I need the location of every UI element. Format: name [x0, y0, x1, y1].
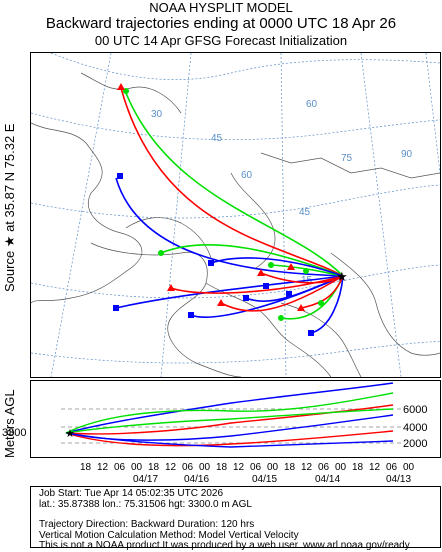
time-tick: 00 — [403, 462, 415, 473]
source-coordinates: lat.: 35.87388 lon.: 75.31506 hgt: 3300.… — [39, 498, 252, 510]
time-tick: 06 — [182, 462, 194, 473]
time-tick: 18 — [284, 462, 296, 473]
time-tick: 12 — [301, 462, 313, 473]
source-location-label: Source ★ at 35.87 N 75.32 E — [2, 123, 17, 292]
profile-svg: ★ 6000 4000 2000 — [61, 382, 427, 450]
run-info: Job Start: Tue Apr 14 05:02:35 UTC 2026 … — [30, 486, 441, 551]
start-height-label: 3300 — [2, 427, 27, 439]
job-start: Job Start: Tue Apr 14 05:02:35 UTC 2026 — [39, 488, 224, 499]
time-tick: 18 — [80, 462, 92, 473]
lat-label-30: 30 — [151, 109, 163, 120]
map-svg: 30 45 60 75 90 45 60 15 — [30, 52, 442, 378]
date-label: 04/15 — [252, 474, 278, 485]
lon-label-90: 90 — [401, 149, 413, 160]
plot-title: Backward trajectories ending at 0000 UTC… — [45, 15, 397, 32]
grid-labels: 30 45 60 75 90 45 60 15 — [151, 99, 413, 286]
date-label: 04/17 — [133, 474, 159, 485]
lat-label-45: 45 — [299, 207, 311, 218]
graticule — [30, 52, 442, 378]
time-tick: 00 — [199, 462, 211, 473]
time-tick: 00 — [131, 462, 143, 473]
disclaimer: This is not a NOAA product.It was produc… — [39, 540, 410, 551]
date-label: 04/14 — [315, 474, 341, 485]
profile-lines — [65, 382, 394, 448]
trajectory-map: 30 45 60 75 90 45 60 15 — [30, 52, 442, 378]
trajectory-direction: Trajectory Direction: Backward Duration:… — [39, 519, 255, 530]
height-axis-label: Meters AGL — [2, 389, 17, 458]
trajectory-markers — [113, 83, 324, 336]
lon-label-60: 60 — [306, 99, 318, 110]
time-tick: 00 — [335, 462, 347, 473]
time-tick: 12 — [165, 462, 177, 473]
plot-subtitle: 00 UTC 14 Apr GFSG Forecast Initializati… — [94, 33, 348, 48]
start-star-icon: ★ — [65, 427, 75, 440]
time-tick: 06 — [386, 462, 398, 473]
y-tick-2000: 2000 — [403, 438, 427, 450]
time-tick: 18 — [148, 462, 160, 473]
time-tick: 06 — [318, 462, 330, 473]
time-tick: 12 — [233, 462, 245, 473]
time-tick: 12 — [369, 462, 381, 473]
date-label: 04/16 — [184, 474, 210, 485]
time-tick: 18 — [216, 462, 228, 473]
height-gridlines — [61, 408, 401, 444]
time-tick: 06 — [250, 462, 262, 473]
time-tick: 06 — [114, 462, 126, 473]
trajectory-lines — [115, 87, 344, 334]
time-tick: 12 — [97, 462, 109, 473]
y-tick-4000: 4000 — [403, 422, 427, 434]
coastlines — [30, 72, 441, 378]
height-profile: ★ 6000 4000 2000 — [30, 380, 441, 458]
lon-label-45: 45 — [211, 133, 223, 144]
y-tick-6000: 6000 — [403, 404, 427, 416]
lon-label-75: 75 — [341, 153, 353, 164]
time-tick: 00 — [267, 462, 279, 473]
time-tick: 18 — [352, 462, 364, 473]
star-icon: ★ — [336, 270, 348, 285]
lat-label-60: 60 — [241, 170, 253, 181]
model-name: NOAA HYSPLIT MODEL — [149, 0, 293, 15]
vertical-motion-method: Vertical Motion Calculation Method: Mode… — [39, 529, 299, 541]
date-label: 04/13 — [386, 474, 412, 485]
